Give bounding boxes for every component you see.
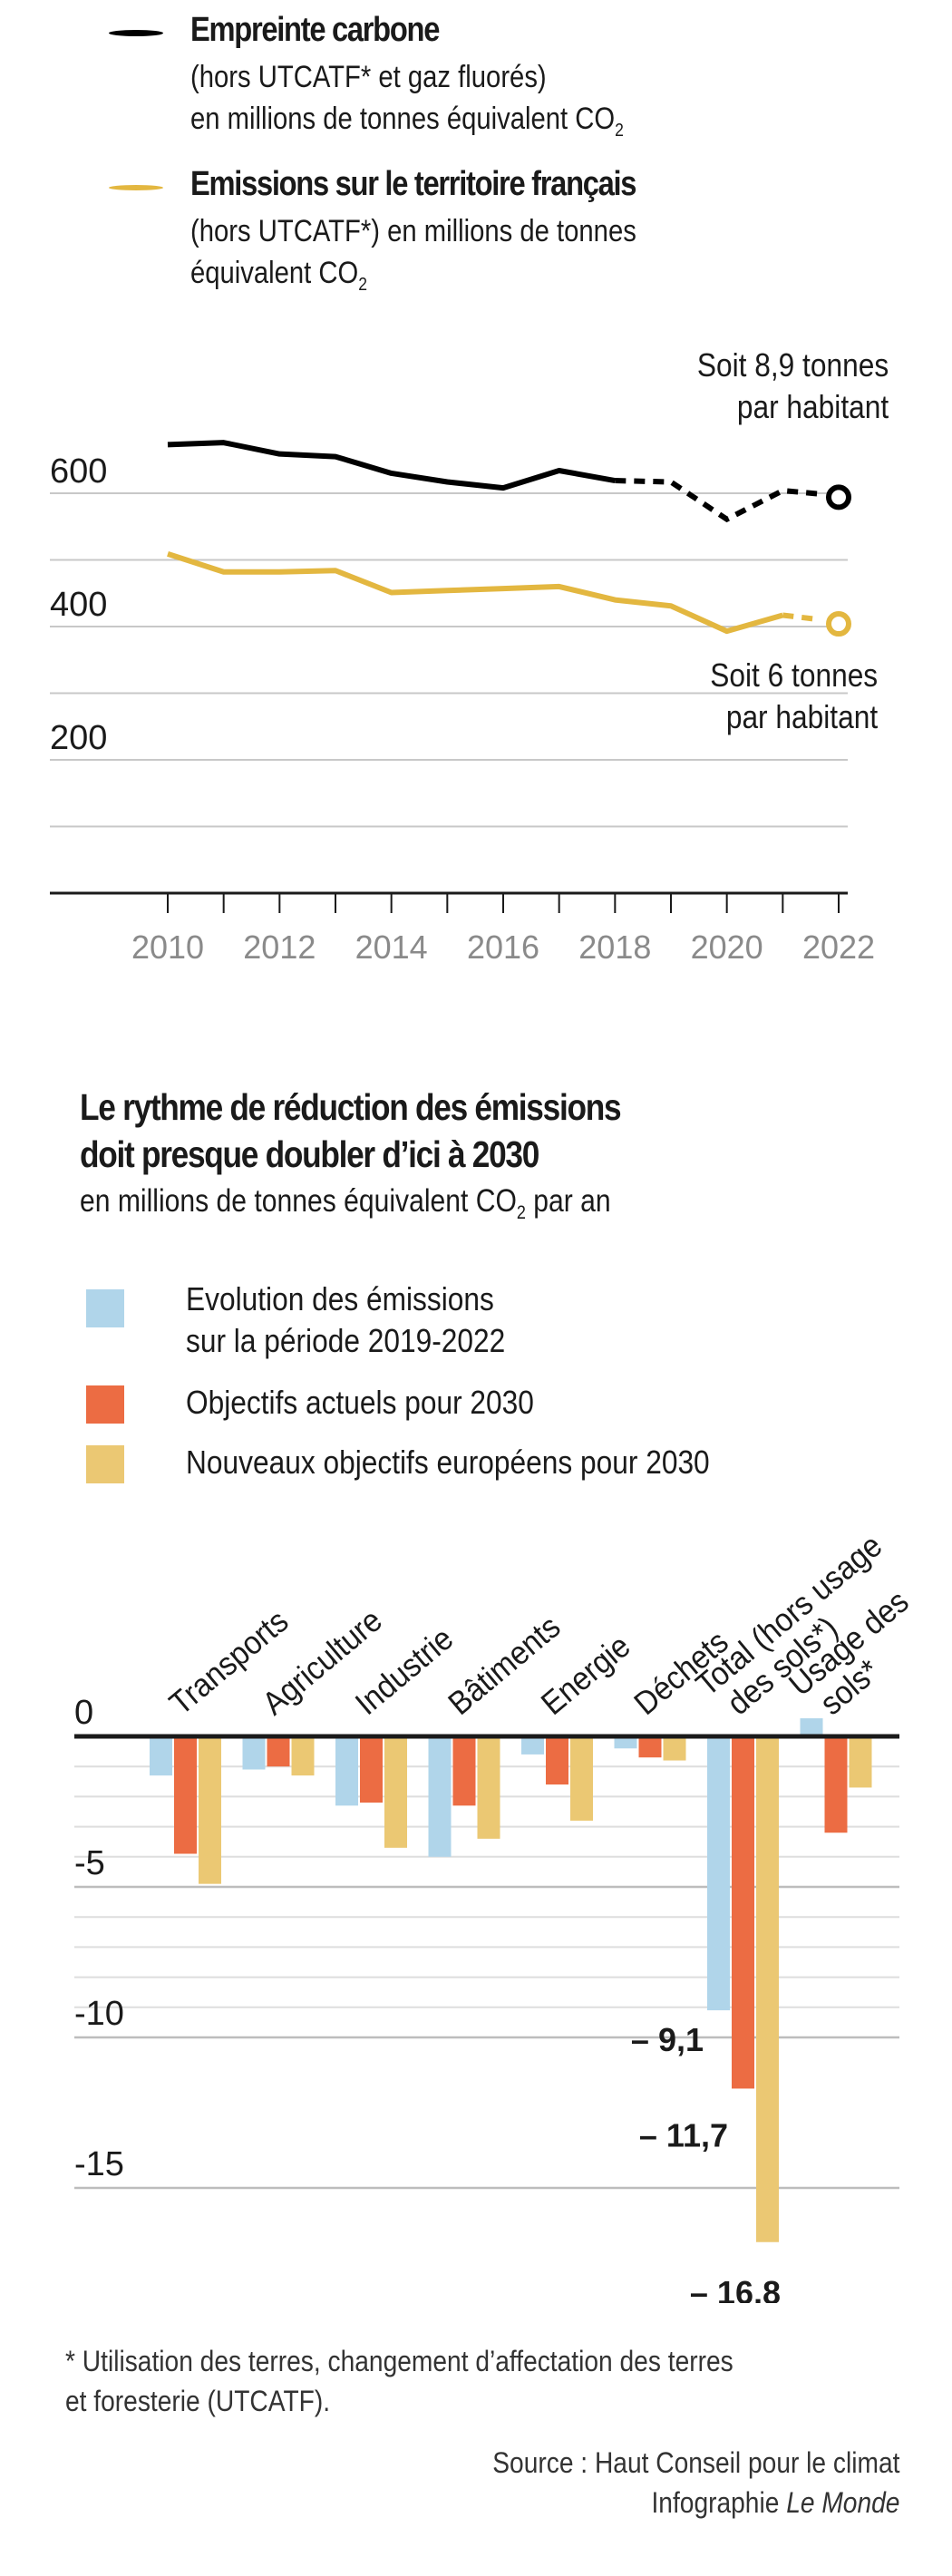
y-tick-label: 0	[74, 1694, 93, 1732]
legend-sub-territory-1: (hors UTCATF*) en millions de tonnes	[190, 214, 636, 248]
bar-3-2	[477, 1736, 500, 1839]
bar-1-1	[267, 1736, 290, 1767]
bar-2-1	[360, 1736, 383, 1803]
x-tick-label: 2020	[691, 928, 763, 966]
series-dashed-0	[615, 478, 821, 523]
bar-6-0	[707, 1736, 730, 2011]
bar-chart: 0-5-10-15TransportsAgricultureIndustrieB…	[74, 1528, 916, 2303]
bar-4-2	[570, 1736, 593, 1821]
x-tick-label: 2022	[802, 928, 875, 966]
legend-swatch-territory	[109, 185, 163, 190]
total-data-label: – 11,7	[639, 2116, 728, 2153]
x-tick-label: 2018	[578, 928, 651, 966]
legend-sub-carbon-2: en millions de tonnes équivalent CO2	[190, 102, 624, 141]
total-data-label: – 9,1	[631, 2021, 704, 2058]
x-tick-label: 2016	[467, 928, 539, 966]
bar-0-0	[150, 1736, 172, 1776]
y-tick-label: -10	[74, 1995, 124, 2033]
series-line-1	[167, 551, 784, 635]
line-chart: 200 400 600 2010 2012 2014 2016 2018 2020 2022	[50, 440, 875, 966]
footnote: * Utilisation des terres, changement d’a…	[65, 2345, 733, 2417]
y-tick-label: -5	[74, 1844, 105, 1882]
bar-chart-title: Le rythme de réduction des émissions doi…	[80, 1086, 622, 1175]
legend-top: Empreinte carbone (hors UTCATF* et gaz f…	[0, 0, 952, 326]
legend-label-current-targets: Objectifs actuels pour 2030	[186, 1384, 534, 1421]
x-tick-label: 2010	[131, 928, 204, 966]
bar-chart-subtitle: en millions de tonnes équivalent CO2 par…	[80, 1183, 611, 1223]
end-marker-0	[826, 484, 851, 510]
bar-legend: Evolution des émissions sur la période 2…	[0, 1269, 952, 1505]
bar-7-1	[824, 1736, 848, 1833]
legend-title-carbon: Empreinte carbone	[190, 11, 440, 49]
bar-5-1	[638, 1736, 662, 1758]
end-marker-1	[826, 611, 851, 637]
total-data-label: – 16,8	[690, 2274, 781, 2303]
bar-0-1	[174, 1736, 197, 1854]
legend-swatch-current-targets	[86, 1385, 124, 1424]
bar-6-2	[756, 1736, 779, 2242]
bar-1-2	[291, 1736, 315, 1776]
bar-7-0	[800, 1718, 823, 1736]
legend-sub-carbon-1: (hors UTCATF* et gaz fluorés)	[190, 60, 547, 94]
source-credit: Source : Haut Conseil pour le climat Inf…	[491, 2446, 899, 2519]
series-dashed-1	[782, 612, 821, 623]
annotation-carbon: Soit 8,9 tonnes par habitant	[696, 346, 889, 425]
bar-2-2	[384, 1736, 407, 1848]
bar-1-0	[242, 1736, 266, 1770]
x-tick-label: 2014	[355, 928, 428, 966]
x-tick-label: 2012	[243, 928, 316, 966]
legend-label-evolution: Evolution des émissions sur la période 2…	[186, 1280, 506, 1359]
y-tick-label: -15	[74, 2145, 124, 2183]
bar-6-1	[732, 1736, 754, 2089]
legend-title-territory: Emissions sur le territoire français	[190, 165, 636, 203]
legend-swatch-eu-targets	[86, 1445, 124, 1483]
legend-swatch-evolution	[86, 1289, 124, 1327]
annotation-territory: Soit 6 tonnes par habitant	[710, 656, 878, 735]
legend-sub-territory-2: équivalent CO2	[190, 256, 368, 295]
bar-3-1	[452, 1736, 476, 1806]
bar-0-2	[199, 1736, 221, 1884]
legend-label-eu-targets: Nouveaux objectifs européens pour 2030	[186, 1444, 710, 1481]
bar-4-0	[521, 1736, 544, 1755]
y-tick-label: 200	[50, 719, 107, 757]
bar-2-0	[335, 1736, 358, 1806]
y-tick-label: 400	[50, 586, 107, 624]
bar-7-2	[849, 1736, 872, 1788]
bar-3-0	[428, 1736, 452, 1857]
series-line-0	[167, 440, 616, 491]
bar-5-0	[614, 1736, 637, 1749]
legend-swatch-carbon	[109, 30, 163, 36]
y-tick-label: 600	[50, 452, 107, 491]
bar-5-2	[663, 1736, 686, 1761]
bar-4-1	[546, 1736, 568, 1785]
